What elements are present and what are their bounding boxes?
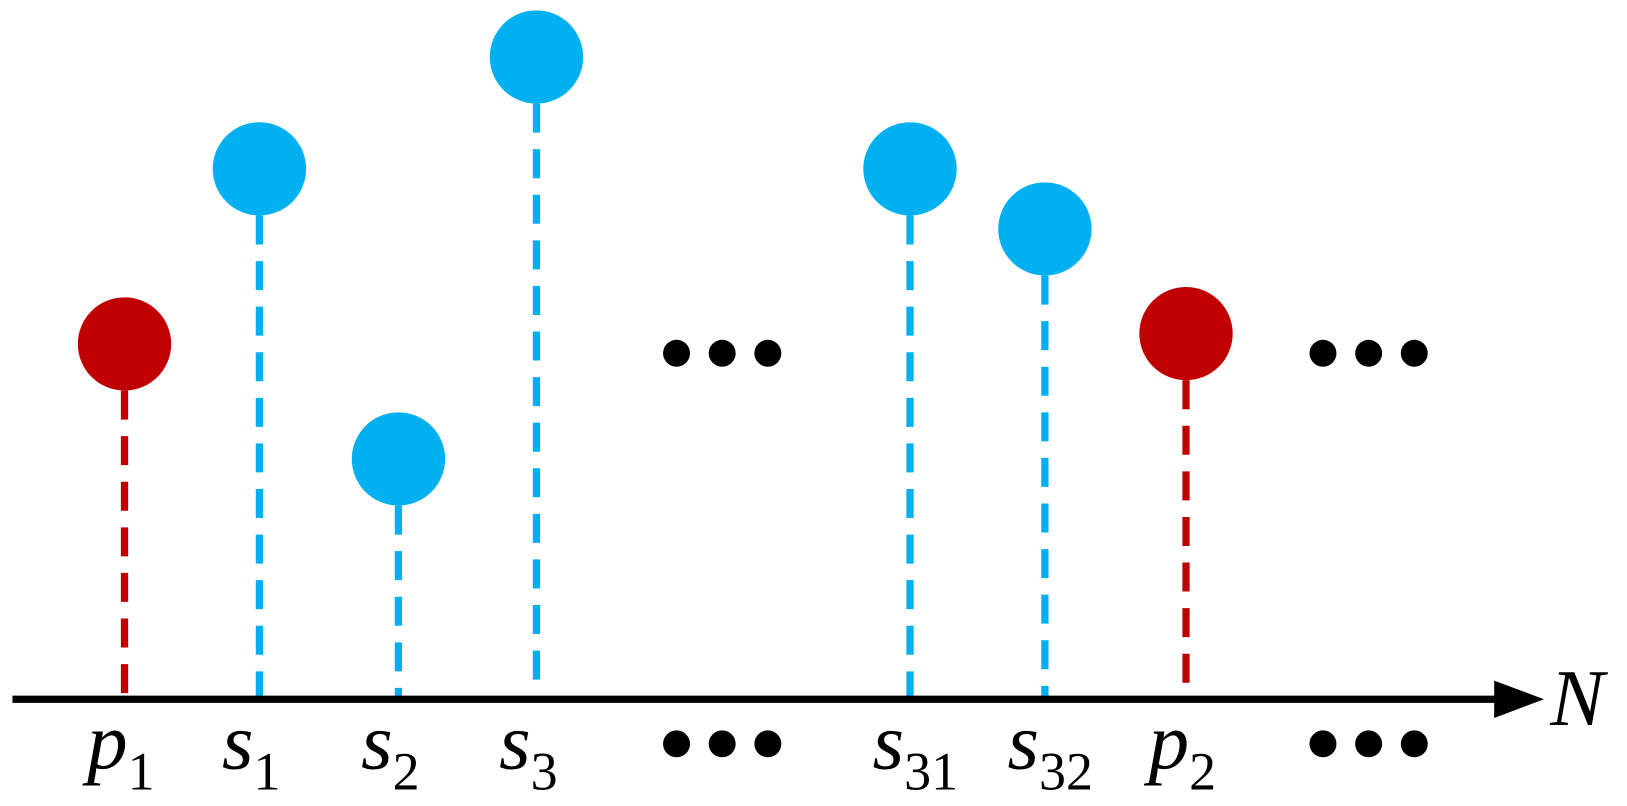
axis-arrow [1494, 680, 1544, 718]
node-label: p2 [1144, 698, 1216, 802]
node-symbol: s [873, 698, 904, 787]
stem-head [1139, 286, 1233, 381]
axis-label: N [1549, 654, 1608, 743]
dot [1355, 730, 1383, 758]
dot [708, 730, 736, 758]
stem-head [489, 10, 584, 104]
dot [754, 339, 782, 367]
node-label: s32 [1008, 698, 1093, 802]
node-symbol: p [82, 698, 127, 787]
node-symbol: s [361, 698, 392, 787]
node-label: s1 [222, 698, 280, 802]
ellipsis-top [663, 339, 1428, 367]
node-subscript: 2 [1189, 741, 1216, 801]
stem-head [77, 297, 172, 391]
node-subscript: 3 [531, 741, 558, 801]
stem-head [351, 412, 446, 506]
ellipsis-bottom [663, 730, 1428, 758]
node-symbol: s [499, 698, 530, 787]
node-label: s3 [499, 698, 557, 802]
stem-head [212, 122, 307, 216]
node-label: s2 [361, 698, 419, 802]
node-symbol: p [1144, 698, 1189, 787]
node-label: p1 [82, 698, 154, 802]
stems [77, 10, 1233, 697]
dot [1400, 339, 1428, 367]
stem-head [863, 122, 957, 216]
node-subscript: 1 [128, 741, 155, 801]
dot [754, 730, 782, 758]
dot [1309, 730, 1337, 758]
dot [663, 339, 691, 367]
dot [708, 339, 736, 367]
dot [1309, 339, 1337, 367]
node-symbol: s [1008, 698, 1039, 787]
dot [1400, 730, 1428, 758]
dot [663, 730, 691, 758]
node-symbol: s [222, 698, 253, 787]
node-label: s31 [873, 698, 958, 802]
node-subscript: 2 [393, 741, 420, 801]
node-subscript: 31 [904, 741, 958, 801]
stem-head [998, 182, 1092, 276]
node-subscript: 1 [254, 741, 281, 801]
dot [1355, 339, 1383, 367]
node-subscript: 32 [1039, 741, 1093, 801]
